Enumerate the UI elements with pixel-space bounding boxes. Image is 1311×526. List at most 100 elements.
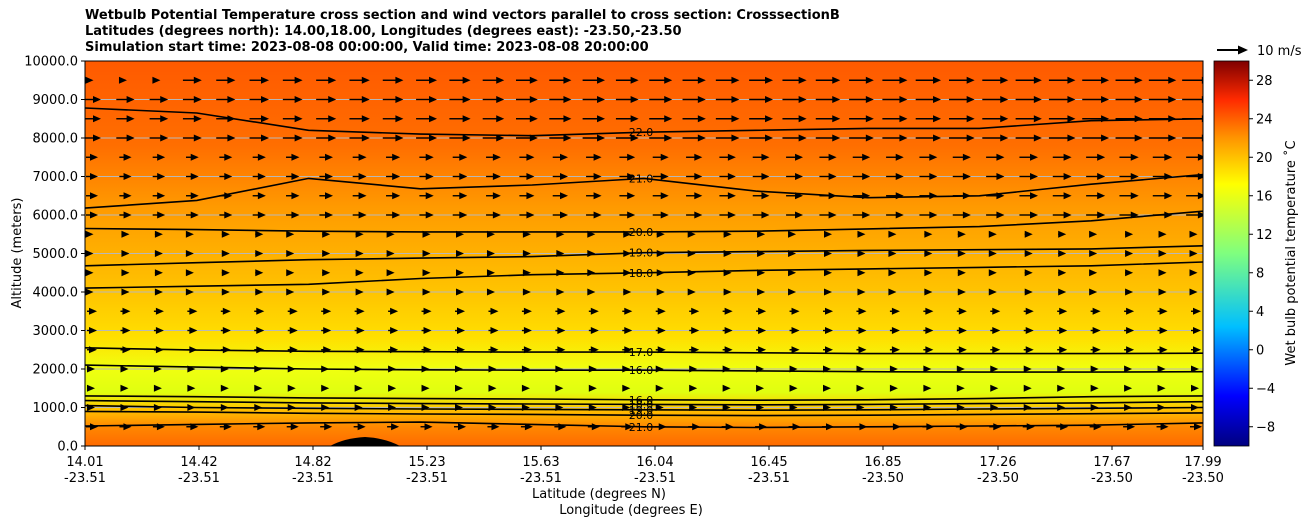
wind-vector xyxy=(889,307,900,315)
wind-vector xyxy=(255,230,264,238)
wind-vector xyxy=(1058,269,1067,277)
wind-vector xyxy=(655,365,664,373)
wind-vector xyxy=(86,173,98,180)
wind-vector xyxy=(287,384,296,392)
colorbar-label: Wet bulb potential temperature ˚C xyxy=(1283,140,1299,365)
wind-vector xyxy=(619,173,636,180)
wind-vector xyxy=(386,153,401,161)
wind-vector xyxy=(355,288,364,296)
wind-vector xyxy=(819,153,837,161)
contour-line-21.0 xyxy=(85,173,1203,209)
wind-vector xyxy=(355,250,364,257)
wind-vector xyxy=(1124,404,1133,411)
wind-vector xyxy=(1019,192,1039,200)
wind-vector xyxy=(889,365,898,373)
wind-vector xyxy=(352,192,367,200)
wind-vector xyxy=(186,423,199,431)
wind-vector xyxy=(319,211,334,219)
wind-vector xyxy=(757,250,766,257)
wind-vector xyxy=(1086,173,1106,180)
wind-vector xyxy=(482,96,505,103)
wind-vector xyxy=(521,384,530,392)
wind-vector xyxy=(849,115,874,123)
wind-vector xyxy=(849,76,874,84)
wind-vector xyxy=(254,327,265,334)
wind-vector xyxy=(819,211,837,219)
wind-vector xyxy=(915,76,942,84)
wind-vector xyxy=(1058,250,1067,257)
wind-vector xyxy=(120,404,129,411)
wind-vector xyxy=(815,76,841,84)
wind-vector xyxy=(1024,269,1033,277)
wind-vector xyxy=(422,230,431,238)
x-tick-label-lon: -23.51 xyxy=(292,471,334,486)
wind-vector xyxy=(924,269,933,277)
wind-vector xyxy=(85,96,101,103)
wind-vector xyxy=(824,250,832,257)
wind-vector xyxy=(888,250,897,257)
chart-title-line-1: Wetbulb Potential Temperature cross sect… xyxy=(85,8,840,23)
wind-vector xyxy=(388,384,397,392)
wind-vector xyxy=(186,192,199,200)
wind-vector xyxy=(152,76,161,84)
wind-vector xyxy=(187,307,198,315)
wind-vector xyxy=(990,307,1001,315)
wind-vector xyxy=(486,250,495,257)
wind-vector xyxy=(152,423,165,431)
wind-vector xyxy=(386,211,401,219)
contour-lines xyxy=(85,107,1203,429)
x-tick-label-lon: -23.51 xyxy=(520,471,562,486)
wind-vector xyxy=(815,134,841,142)
wind-vector xyxy=(382,134,404,142)
wind-vector xyxy=(549,76,572,84)
wind-vector xyxy=(1058,288,1067,296)
wind-vector xyxy=(456,230,464,238)
wind-vector xyxy=(316,96,337,103)
wind-vector xyxy=(656,230,665,238)
wind-vector xyxy=(449,134,471,142)
wind-vector xyxy=(119,173,132,180)
wind-vector xyxy=(286,288,295,296)
wind-vector xyxy=(586,211,602,219)
wind-vector xyxy=(823,327,833,334)
wind-vector xyxy=(321,346,332,354)
wind-vector xyxy=(956,346,967,354)
wind-vector xyxy=(719,192,736,200)
wind-vector xyxy=(515,115,538,123)
wind-vector xyxy=(1158,288,1167,296)
wind-vector xyxy=(1125,288,1134,296)
wind-vector xyxy=(1189,288,1198,296)
wind-vector xyxy=(655,346,666,354)
wind-vector xyxy=(1124,307,1135,315)
wind-vector xyxy=(786,192,804,200)
wind-vector xyxy=(1158,250,1167,257)
wind-vector xyxy=(615,115,639,123)
wind-vector xyxy=(519,153,535,161)
wind-vector xyxy=(1023,327,1034,334)
wind-vector xyxy=(882,96,908,103)
wind-vector xyxy=(986,192,1005,200)
wind-vector xyxy=(119,153,132,161)
wind-vector xyxy=(456,250,464,257)
wind-vector xyxy=(756,404,765,411)
wind-vector xyxy=(182,96,202,103)
wind-vector xyxy=(982,76,1009,84)
wind-vector xyxy=(319,153,334,161)
wind-vector xyxy=(549,134,572,142)
wind-vector xyxy=(788,288,797,296)
wind-vector xyxy=(986,211,1005,219)
wind-vector xyxy=(118,76,127,84)
wind-vector xyxy=(388,307,399,315)
wind-vector xyxy=(422,250,431,257)
wind-vector xyxy=(220,365,229,373)
x-tick-label-lon: -23.51 xyxy=(634,471,676,486)
wind-vector xyxy=(823,346,833,354)
wind-vector xyxy=(1156,423,1169,431)
wind-vector xyxy=(86,211,98,219)
wind-vector xyxy=(419,153,434,161)
wind-vector xyxy=(554,423,567,431)
wind-vector xyxy=(352,153,367,161)
wind-vector xyxy=(886,173,904,180)
y-tick-label: 2000.0 xyxy=(33,363,79,378)
wind-vector xyxy=(948,76,975,84)
